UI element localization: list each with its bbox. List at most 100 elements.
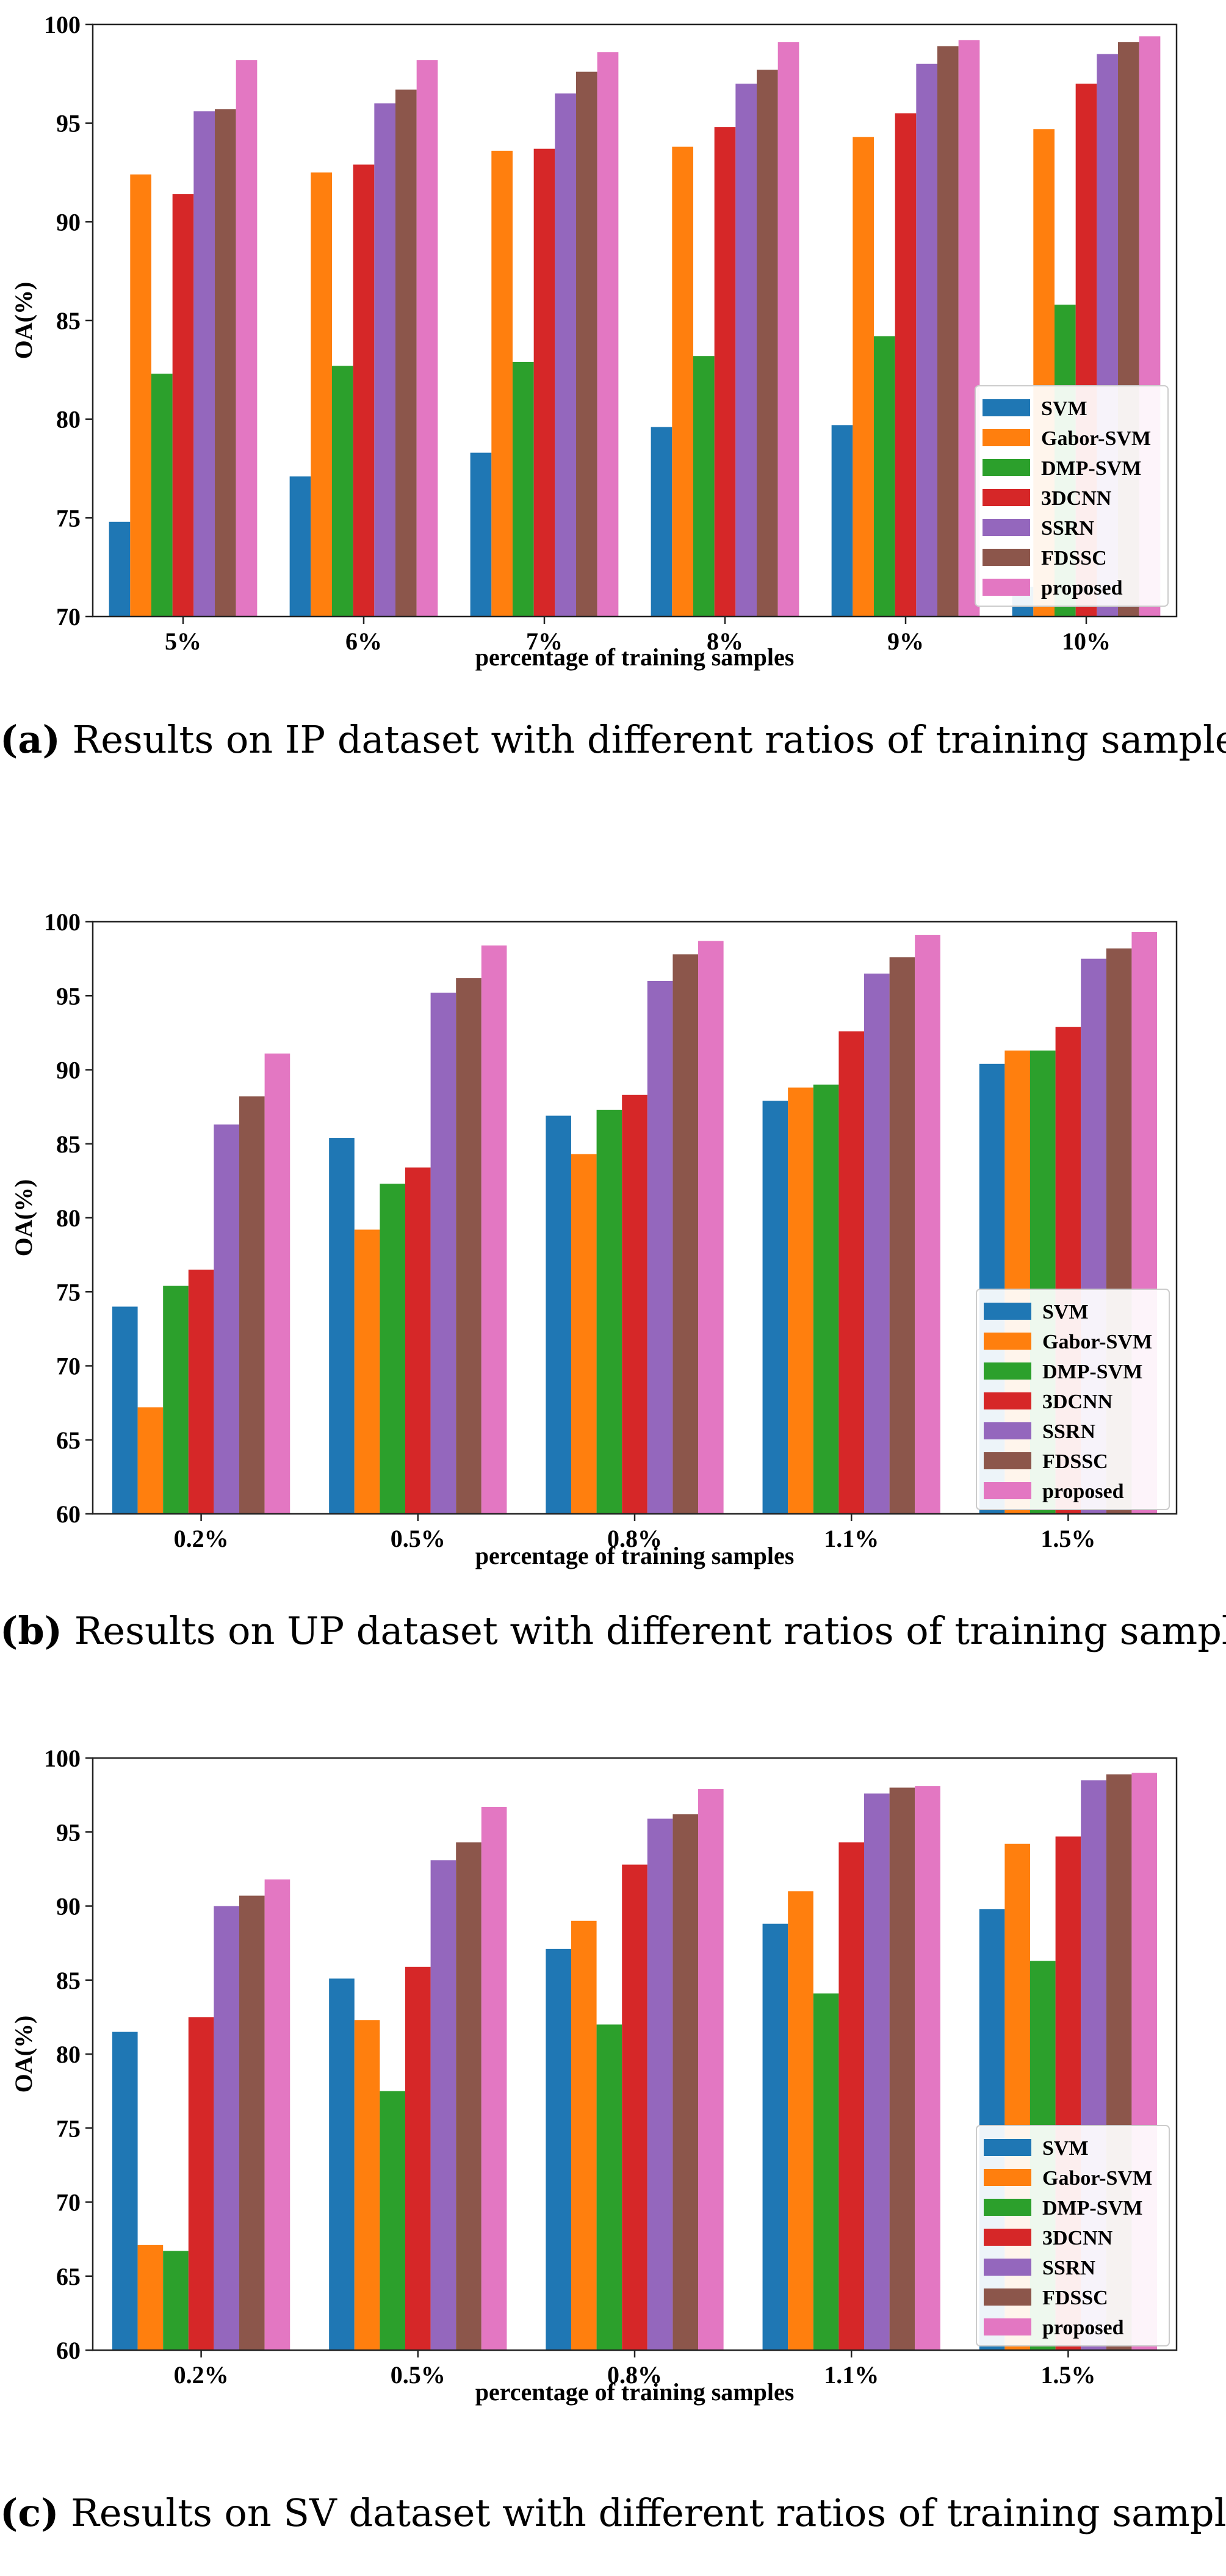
legend-swatch-c-3 xyxy=(984,2229,1031,2246)
bar-a-svm-1 xyxy=(289,476,311,617)
legend-swatch-c-6 xyxy=(984,2318,1031,2335)
legend-swatch-a-3 xyxy=(983,489,1030,506)
legend-label-b-2: DMP-SVM xyxy=(1042,1361,1142,1383)
legend-swatch-b-0 xyxy=(984,1303,1031,1320)
y-tick-label-b-1: 65 xyxy=(56,1427,81,1454)
bar-b-dmp-svm-2 xyxy=(596,1109,622,1514)
bar-b-proposed-1 xyxy=(481,945,507,1514)
y-tick-label-a-3: 85 xyxy=(56,307,81,335)
bar-c-svm-0 xyxy=(112,2031,138,2351)
caption-a: (a) Results on IP dataset with different… xyxy=(0,717,1226,762)
y-tick-label-b-4: 80 xyxy=(56,1204,81,1232)
legend-label-c-5: FDSSC xyxy=(1042,2287,1108,2309)
bar-a-ssrn-1 xyxy=(374,103,396,617)
bar-a-svm-2 xyxy=(470,452,492,617)
legend-swatch-c-5 xyxy=(984,2288,1031,2306)
legend-swatch-a-2 xyxy=(983,459,1030,476)
y-tick-label-b-3: 75 xyxy=(56,1278,81,1306)
bar-b-fdssc-1 xyxy=(456,978,481,1514)
bar-a-gabor-svm-2 xyxy=(491,150,513,617)
caption-tag-a: (a) xyxy=(0,717,60,762)
bar-c-proposed-2 xyxy=(698,1789,724,2350)
bar-a-gabor-svm-1 xyxy=(311,172,332,617)
legend-label-b-5: FDSSC xyxy=(1042,1450,1108,1473)
bars-a xyxy=(109,36,1161,617)
bar-c-proposed-0 xyxy=(264,1879,290,2350)
legend-label-c-0: SVM xyxy=(1042,2137,1089,2160)
bar-a-3dcnn-4 xyxy=(895,113,917,617)
bar-b-dmp-svm-3 xyxy=(813,1084,839,1514)
y-tick-label-a-0: 70 xyxy=(56,603,81,631)
legend-swatch-b-2 xyxy=(984,1362,1031,1380)
legend-swatch-c-1 xyxy=(984,2169,1031,2186)
legend-label-c-4: SSRN xyxy=(1042,2257,1095,2279)
legend-label-a-0: SVM xyxy=(1041,397,1087,420)
y-tick-label-c-0: 60 xyxy=(56,2337,81,2364)
legend-label-a-3: 3DCNN xyxy=(1041,487,1112,510)
y-tick-label-b-0: 60 xyxy=(56,1500,81,1528)
bar-b-gabor-svm-2 xyxy=(571,1154,597,1514)
bar-a-dmp-svm-2 xyxy=(512,361,534,617)
x-axis-label-a: percentage of training samples xyxy=(475,643,795,671)
y-tick-label-c-3: 75 xyxy=(56,2115,81,2142)
legend-label-a-5: FDSSC xyxy=(1041,547,1107,570)
legend-label-c-1: Gabor-SVM xyxy=(1042,2167,1152,2190)
bar-b-3dcnn-0 xyxy=(188,1269,214,1514)
bar-b-svm-0 xyxy=(112,1306,138,1514)
legend-b: SVM Gabor-SVM DMP-SVM 3DCNN SSRN FDSSC propose… xyxy=(976,1289,1170,1510)
bar-c-dmp-svm-0 xyxy=(163,2251,189,2350)
x-tick-label-c-4: 1.5% xyxy=(1040,2361,1095,2389)
bar-a-ssrn-2 xyxy=(555,93,577,617)
caption-c: (c) Results on SV dataset with different… xyxy=(0,2491,1226,2535)
x-tick-label-b-0: 0.2% xyxy=(174,1525,229,1552)
legend-swatch-a-6 xyxy=(983,579,1030,596)
bar-b-ssrn-1 xyxy=(430,993,456,1514)
legend-swatch-b-1 xyxy=(984,1333,1031,1350)
bar-c-svm-3 xyxy=(762,1923,788,2350)
legend-label-c-3: 3DCNN xyxy=(1042,2227,1113,2249)
bar-c-3dcnn-1 xyxy=(405,1966,431,2350)
caption-text-c: Results on SV dataset with different rat… xyxy=(71,2491,1226,2535)
y-tick-label-c-7: 95 xyxy=(56,1818,81,1846)
y-axis-label-b: OA(%) xyxy=(10,1179,37,1257)
caption-b: (b) Results on UP dataset with different… xyxy=(0,1608,1226,1653)
bar-a-3dcnn-1 xyxy=(353,164,375,617)
x-tick-label-a-4: 9% xyxy=(887,628,924,655)
bar-c-gabor-svm-0 xyxy=(137,2245,164,2350)
legend-swatch-a-0 xyxy=(983,399,1030,416)
legend-swatch-a-1 xyxy=(983,429,1030,446)
y-axis-label-a: OA(%) xyxy=(10,282,37,360)
legend-swatch-b-4 xyxy=(984,1422,1031,1439)
y-tick-label-c-6: 90 xyxy=(56,1893,81,1920)
bar-a-dmp-svm-4 xyxy=(873,336,895,617)
legend-c: SVM Gabor-SVM DMP-SVM 3DCNN SSRN FDSSC propose… xyxy=(976,2125,1170,2346)
bar-b-ssrn-3 xyxy=(864,973,890,1514)
x-tick-label-b-2: 0.8% xyxy=(607,1525,662,1552)
bar-c-gabor-svm-3 xyxy=(788,1891,813,2350)
bar-a-dmp-svm-1 xyxy=(331,366,353,617)
bar-c-svm-1 xyxy=(329,1978,355,2350)
bar-a-proposed-2 xyxy=(597,52,619,617)
bar-c-gabor-svm-2 xyxy=(571,1920,597,2350)
bar-b-gabor-svm-0 xyxy=(137,1407,164,1514)
bar-b-3dcnn-3 xyxy=(838,1031,865,1514)
y-tick-label-b-6: 90 xyxy=(56,1057,81,1084)
bar-a-dmp-svm-3 xyxy=(693,356,715,617)
legend-swatch-b-3 xyxy=(984,1392,1031,1409)
bar-c-dmp-svm-1 xyxy=(380,2091,405,2351)
bar-b-proposed-0 xyxy=(264,1053,290,1514)
bar-chart-b: 60 65 70 75 80 85 90 95 100 0.2% 0.5% 0.8% 1.1% 1.5% p… xyxy=(10,908,1178,1569)
x-tick-label-a-5: 10% xyxy=(1062,628,1111,655)
figure-b: 60 65 70 75 80 85 90 95 100 0.2% 0.5% 0.8% 1.1% 1.5% p… xyxy=(0,879,1226,1734)
bar-c-3dcnn-0 xyxy=(188,2017,214,2351)
bar-a-ssrn-0 xyxy=(193,111,215,617)
bar-a-fdssc-0 xyxy=(215,109,236,617)
legend-label-c-2: DMP-SVM xyxy=(1042,2197,1142,2220)
bar-a-gabor-svm-0 xyxy=(130,174,151,617)
bar-a-fdssc-4 xyxy=(937,46,959,617)
caption-tag-c: (c) xyxy=(0,2491,59,2535)
bar-c-proposed-1 xyxy=(481,1807,507,2350)
bar-a-fdssc-3 xyxy=(757,70,778,617)
bar-a-fdssc-2 xyxy=(576,71,597,617)
bar-b-svm-3 xyxy=(762,1101,788,1514)
